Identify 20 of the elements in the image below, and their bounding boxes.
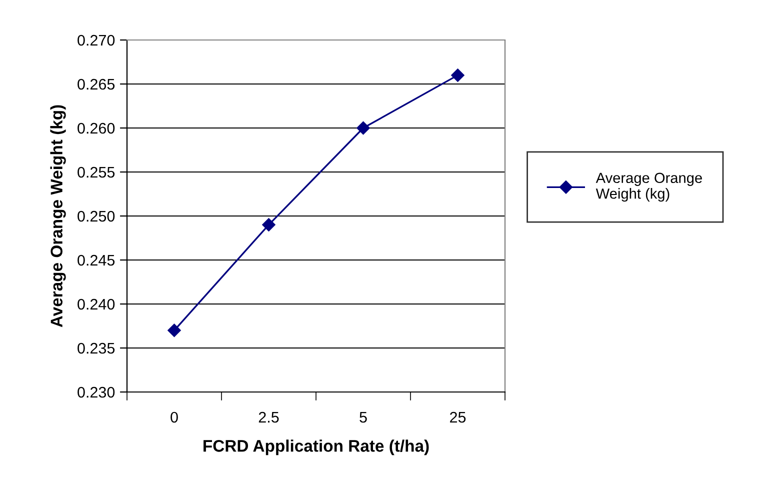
y-tick-label: 0.235 (78, 342, 115, 354)
y-tick-label: 0.250 (78, 210, 115, 222)
x-tick-label: 2.5 (258, 412, 279, 423)
y-tick-label: 0.240 (78, 298, 115, 310)
x-axis-title: FCRD Application Rate (t/ha) (204, 440, 429, 456)
y-tick-label: 0.265 (78, 78, 115, 90)
x-tick-label: 0 (170, 412, 178, 423)
point (451, 68, 464, 82)
y-tick-label: 0.255 (78, 166, 115, 178)
point (356, 121, 370, 135)
x-tick-label: 25 (450, 412, 466, 423)
y-tick-label: 0.230 (78, 386, 115, 398)
point (168, 324, 181, 337)
point (262, 218, 276, 232)
y-axis-title: Average Orange Weight (kg) (50, 105, 66, 328)
x-tick-label: 5 (360, 412, 367, 423)
y-tick-label: 0.245 (78, 254, 115, 266)
y-tick-label: 0.270 (78, 34, 115, 46)
legend-label: Average Orange Weight (kg) (596, 172, 702, 202)
y-tick-label: 0.260 (78, 122, 115, 134)
